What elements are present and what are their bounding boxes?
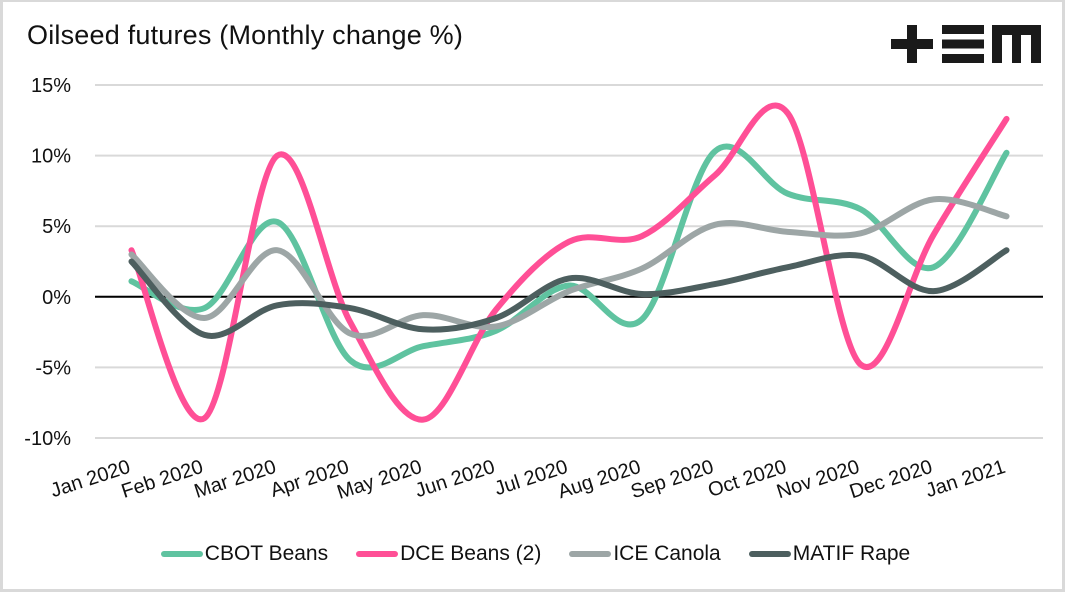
x-tick-label: Mar 2020 — [192, 456, 279, 503]
legend-item: DCE Beans (2) — [356, 542, 541, 566]
x-tick-label: Feb 2020 — [119, 456, 206, 503]
legend-label: DCE Beans (2) — [400, 542, 542, 565]
x-tick-label: Oct 2020 — [705, 456, 789, 502]
series-line — [128, 102, 1010, 423]
legend: CBOT Beans DCE Beans (2) ICE Canola MATIF R… — [3, 542, 1065, 566]
y-tick-label: 0% — [42, 287, 71, 309]
x-tick-label: Jun 2020 — [413, 456, 498, 502]
series-cbot-beans — [128, 143, 1010, 371]
chart-title: Oilseed futures (Monthly change %) — [27, 20, 464, 50]
series-line — [128, 143, 1010, 371]
legend-item: CBOT Beans — [160, 542, 329, 566]
y-tick-label: -5% — [35, 357, 71, 379]
series-ice-canola — [128, 196, 1010, 339]
x-tick-label: Jan 2020 — [48, 456, 133, 502]
x-tick-label: Nov 2020 — [774, 456, 862, 503]
legend-swatch — [748, 551, 791, 557]
legend-swatch — [356, 551, 399, 557]
y-tick-label: 10% — [31, 146, 71, 168]
series-dce-beans-2 — [128, 102, 1010, 423]
legend-item: ICE Canola — [569, 542, 721, 566]
series-matif-rape — [128, 247, 1010, 339]
y-tick-label: 15% — [31, 75, 71, 97]
y-tick-label: -10% — [24, 428, 71, 450]
legend-label: MATIF Rape — [792, 542, 911, 565]
x-tick-label: May 2020 — [334, 456, 424, 504]
y-tick-label: 5% — [42, 216, 71, 238]
legend-swatch — [160, 551, 203, 557]
legend-swatch — [569, 551, 612, 557]
legend-label: ICE Canola — [613, 542, 721, 565]
series-line — [128, 247, 1010, 339]
x-tick-label: Sep 2020 — [628, 456, 716, 503]
legend-item: MATIF Rape — [748, 542, 911, 566]
x-tick-label: Jan 2021 — [923, 456, 1008, 502]
brand-logo-icon — [891, 25, 1041, 63]
x-tick-label: Dec 2020 — [847, 456, 935, 503]
legend-label: CBOT Beans — [204, 542, 329, 565]
x-tick-label: Aug 2020 — [555, 456, 643, 503]
series-line — [128, 196, 1010, 339]
